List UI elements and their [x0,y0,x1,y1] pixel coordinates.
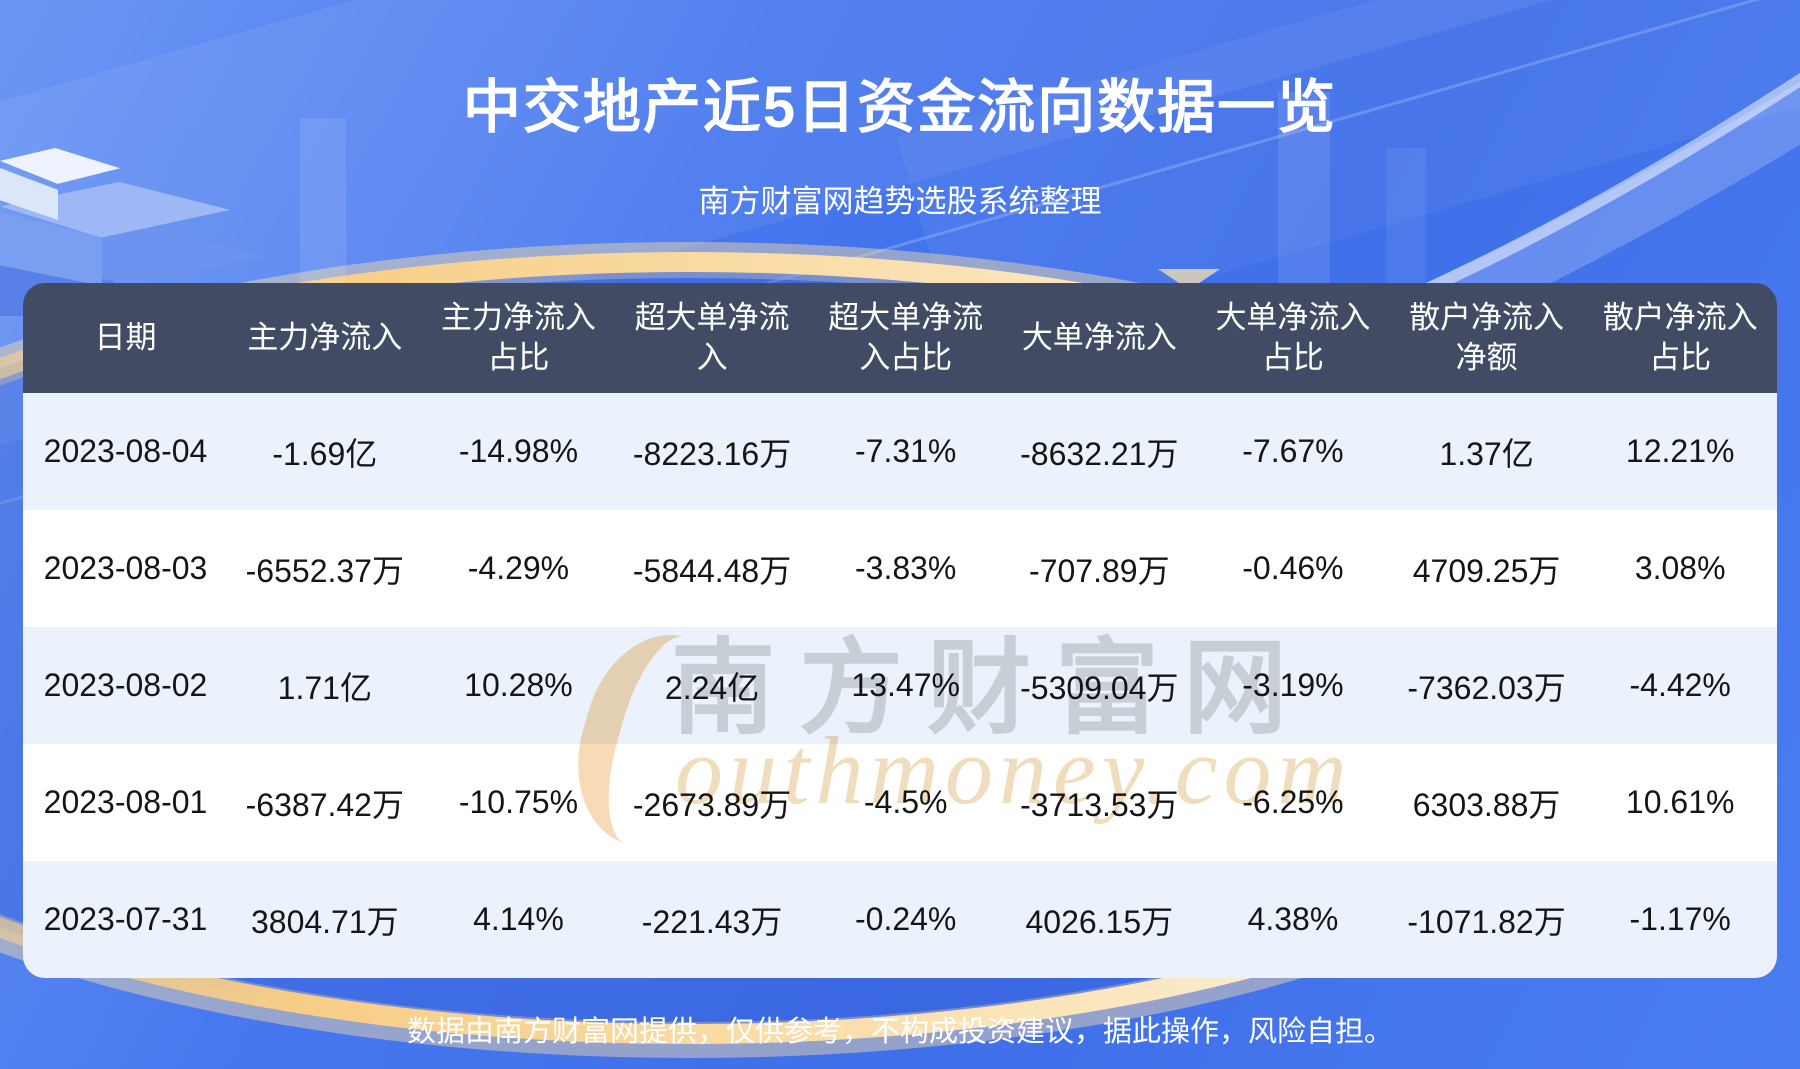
table-cell: -5309.04万 [1020,669,1179,706]
table-header-row: 日期 主力净流入 主力净流入 占比 超大单净流 入超大单净流 入占比 大单净流入 大单净流… [23,283,1777,393]
table-cell: 2023-08-03 [43,550,208,586]
table-cell: -1071.82万 [1407,903,1566,940]
table-cell: 2023-07-31 [43,901,208,937]
table-cell: 4.38% [1247,901,1339,937]
fund-flow-table: 日期 主力净流入 主力净流入 占比 超大单净流 入超大单净流 入占比 大单净流入 大单净流… [23,283,1777,978]
table-row: 2023-08-04 -1.69亿 -14.98% -8223.16万 -7.31% -8… [23,393,1777,510]
table-cell: 4026.15万 [1025,903,1174,940]
page-title: 中交地产近5日资金流向数据一览 [462,75,1338,140]
table-cell: 10.61% [1625,784,1735,820]
table-cell: 2023-08-01 [43,784,208,820]
small-block-decoration [1158,269,1220,284]
disclaimer: 数据由南方财富网提供，仅供参考，不构成投资建议，据此操作，风险自担。 [406,1016,1393,1048]
table-cell: -6387.42万 [245,786,404,823]
page-subtitle: 南方财富网趋势选股系统整理 [698,184,1102,219]
column-header: 主力净流入 [247,319,403,355]
table-cell: -2673.89万 [632,786,792,823]
table-body: 2023-08-04 -1.69亿 -14.98% -8223.16万 -7.31% -8… [23,393,1777,978]
table-cell: -8632.21万 [1020,435,1179,472]
table-cell: -4.42% [1629,667,1731,703]
table-cell: -3713.53万 [1020,786,1179,823]
column-header: 主力净流入 占比 [440,299,596,375]
column-header: 大单净流入 [1021,319,1177,355]
table-cell: 3804.71万 [250,903,399,940]
table-cell: 4.14% [473,901,564,937]
table-cell: 1.71亿 [277,669,372,706]
table-cell: -3.83% [854,550,957,586]
table-cell: -6.25% [1242,784,1344,820]
table-cell: -3.19% [1242,667,1344,703]
table-cell: -0.24% [854,901,957,937]
table-cell: -7.31% [854,433,957,469]
table-cell: -14.98% [458,433,579,469]
table-cell: -4.29% [467,550,570,586]
table-cell: 1.37亿 [1439,435,1534,472]
table-cell: -4.5% [863,784,948,820]
table-row: 2023-08-03 -6552.37万 -4.29% -5844.48万 -3.83%… [23,510,1777,627]
building-block [0,212,102,286]
table-cell: -221.43万 [641,903,783,940]
building-block [0,224,266,288]
table-cell: 10.28% [464,667,573,703]
table-cell: -0.46% [1242,550,1344,586]
table-cell: -7362.03万 [1407,669,1566,706]
column-header: 超大单净流 入占比 [828,299,984,375]
table-cell: 4709.25万 [1412,552,1561,589]
table-cell: 2023-08-02 [43,667,208,703]
table-cell: 13.47% [851,667,960,703]
column-header: 超大单净流 入 [634,299,790,375]
column-header: 大单净流入 占比 [1215,299,1371,375]
table-cell: 2.24亿 [664,669,760,706]
table-cell: 12.21% [1625,433,1735,469]
table-cell: -7.67% [1242,433,1344,469]
table-cell: 2023-08-04 [43,433,208,469]
table-cell: -707.89万 [1029,552,1170,589]
table-row: 2023-08-01 -6387.42万 -10.75% -2673.89万 -4.5%… [23,744,1777,861]
table-row: 2023-07-31 3804.71万 4.14% -221.43万 -0.24% 402… [23,861,1777,978]
column-header: 散户净流入 占比 [1602,299,1758,375]
table-cell: -10.75% [458,784,579,820]
table-cell: -6552.37万 [245,552,404,589]
table-cell: 3.08% [1634,550,1726,586]
table-row: 2023-08-02 1.71亿 10.28% 2.24亿 13.47% -5309.04… [23,627,1777,744]
table-cell: -1.69亿 [272,435,378,472]
column-header: 日期 [94,319,157,355]
table-cell: 6303.88万 [1412,786,1561,823]
column-header: 散户净流入 净额 [1409,299,1565,375]
table-cell: -8223.16万 [632,435,792,472]
table-cell: -1.17% [1629,901,1731,937]
table-cell: -5844.48万 [632,552,792,589]
